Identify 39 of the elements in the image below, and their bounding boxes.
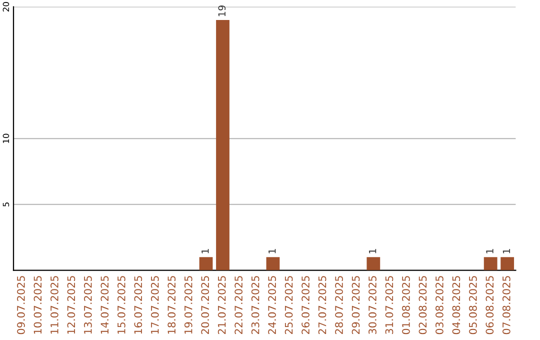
x-tick-label: 22.07.2025: [234, 276, 243, 334]
data-label: 1: [502, 249, 510, 254]
x-tick-label: 19.07.2025: [184, 276, 192, 334]
x-tick-label: 27.07.2025: [318, 276, 326, 334]
data-label: 19: [218, 6, 226, 16]
x-tick-label: 21.07.2025: [218, 276, 226, 334]
x-tick-label: 17.07.2025: [150, 276, 159, 334]
x-tick-label: 05.08.2025: [468, 276, 477, 334]
data-label: 1: [369, 249, 376, 254]
x-tick-label: 28.07.2025: [335, 276, 343, 334]
x-tick-label: 10.07.2025: [34, 276, 42, 334]
x-tick-label: 23.07.2025: [251, 276, 260, 334]
x-tick-label: 15.07.2025: [117, 276, 126, 334]
x-tick-label: 25.07.2025: [284, 276, 293, 334]
x-tick-label: 30.07.2025: [368, 276, 376, 334]
x-tick-label: 20.07.2025: [201, 276, 210, 334]
y-tick-label: 5: [2, 202, 10, 206]
x-tick-label: 26.07.2025: [302, 276, 310, 334]
x-tick-label: 01.08.2025: [402, 276, 410, 334]
x-tick-label: 06.08.2025: [486, 276, 494, 334]
x-tick-label: 16.07.2025: [134, 276, 142, 334]
x-tick-label: 29.07.2025: [352, 276, 360, 334]
y-tick-label: 10: [2, 134, 10, 143]
x-tick-label: 31.07.2025: [385, 276, 394, 334]
x-tick-label: 03.08.2025: [436, 276, 444, 334]
x-tick-label: 13.07.2025: [84, 276, 92, 334]
data-label: 1: [268, 249, 276, 254]
data-label: 1: [486, 249, 494, 254]
x-tick-label: 14.07.2025: [100, 276, 109, 334]
x-tick-label: 11.07.2025: [50, 276, 58, 334]
data-label: 1: [202, 249, 209, 254]
x-tick-label: 02.08.2025: [418, 276, 427, 334]
x-tick-label: 09.07.2025: [17, 276, 25, 334]
y-tick-label: 20: [2, 2, 10, 12]
x-tick-label: 04.08.2025: [452, 276, 460, 334]
x-tick-label: 24.07.2025: [268, 276, 276, 334]
x-tick-label: 12.07.2025: [67, 276, 76, 334]
x-tick-label: 07.08.2025: [502, 276, 510, 334]
x-tick-label: 18.07.2025: [168, 276, 176, 334]
